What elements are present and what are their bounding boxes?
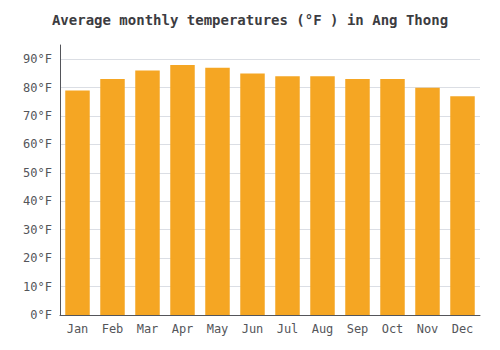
svg-text:60°F: 60°F (23, 137, 52, 151)
svg-text:May: May (207, 322, 229, 336)
svg-text:Feb: Feb (102, 322, 124, 336)
svg-text:50°F: 50°F (23, 166, 52, 180)
svg-text:0°F: 0°F (30, 308, 52, 322)
svg-text:Jun: Jun (242, 322, 264, 336)
svg-text:Apr: Apr (172, 322, 194, 336)
svg-text:Average monthly temperatures (: Average monthly temperatures (°F ) in An… (52, 12, 448, 28)
svg-text:10°F: 10°F (23, 280, 52, 294)
svg-text:70°F: 70°F (23, 109, 52, 123)
svg-text:40°F: 40°F (23, 194, 52, 208)
svg-text:Dec: Dec (452, 322, 474, 336)
svg-text:Sep: Sep (347, 322, 369, 336)
svg-text:80°F: 80°F (23, 81, 52, 95)
svg-text:Jan: Jan (67, 322, 89, 336)
svg-text:Mar: Mar (137, 322, 159, 336)
svg-text:90°F: 90°F (23, 52, 52, 66)
svg-text:20°F: 20°F (23, 251, 52, 265)
svg-text:Aug: Aug (312, 322, 334, 336)
svg-text:Jul: Jul (277, 322, 299, 336)
svg-text:Oct: Oct (382, 322, 404, 336)
svg-text:30°F: 30°F (23, 223, 52, 237)
svg-text:Nov: Nov (417, 322, 439, 336)
